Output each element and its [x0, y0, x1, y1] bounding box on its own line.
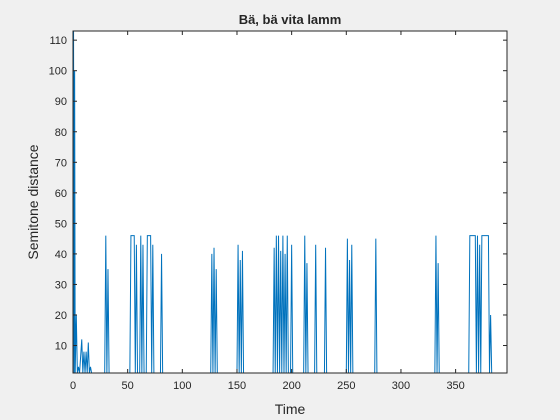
- x-tick-label: 0: [70, 380, 76, 392]
- x-tick-label: 200: [282, 380, 300, 392]
- y-tick-label: 40: [55, 249, 67, 261]
- x-tick-label: 50: [122, 380, 134, 392]
- y-tick-label: 50: [55, 218, 67, 230]
- axes-background: [73, 31, 507, 373]
- y-tick-label: 10: [55, 341, 67, 353]
- x-tick-label: 350: [446, 380, 464, 392]
- y-tick-label: 80: [55, 127, 67, 139]
- y-tick-label: 90: [55, 96, 67, 108]
- ticks: 0 50 100 150 200 250 300 350 10 20 30 40 50 60 70 80 90 1…: [49, 31, 507, 392]
- x-axis-label: Time: [275, 401, 306, 417]
- y-tick-label: 60: [55, 188, 67, 200]
- y-tick-label: 30: [55, 279, 67, 291]
- chart-title: Bä, bä vita lamm: [239, 12, 342, 27]
- y-tick-label: 20: [55, 310, 67, 322]
- y-tick-label: 110: [49, 35, 67, 47]
- axes-box: [72, 30, 508, 374]
- y-tick-label: 100: [49, 66, 67, 78]
- y-tick-label: 70: [55, 157, 67, 169]
- y-axis-label: Semitone distance: [25, 144, 41, 259]
- x-tick-label: 150: [228, 380, 246, 392]
- x-tick-label: 300: [392, 380, 410, 392]
- x-tick-label: 250: [337, 380, 355, 392]
- x-tick-label: 100: [173, 380, 191, 392]
